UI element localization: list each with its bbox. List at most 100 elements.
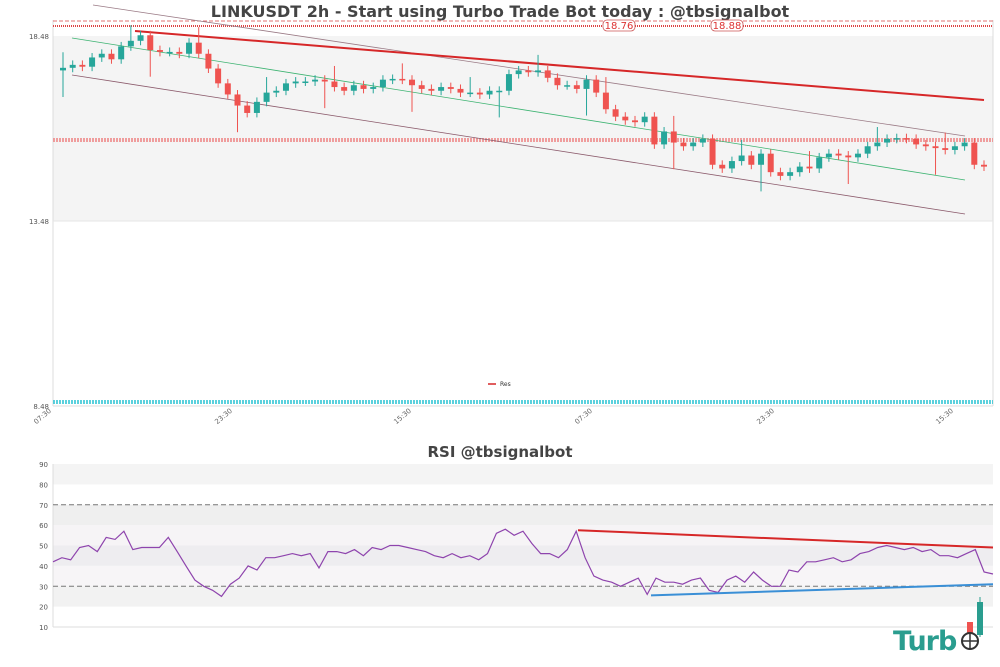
rsi-y-tick: 50 <box>39 543 48 551</box>
rsi-y-tick: 30 <box>39 583 48 591</box>
candle <box>825 153 832 158</box>
candle <box>874 142 881 147</box>
candle <box>389 78 396 81</box>
candle <box>535 70 542 73</box>
candle <box>467 92 474 95</box>
candle <box>816 157 823 169</box>
candle <box>350 85 357 91</box>
candle <box>845 155 852 158</box>
candle <box>292 81 299 84</box>
rsi-y-tick: 20 <box>39 604 48 612</box>
candle <box>758 153 765 165</box>
candle <box>593 79 600 93</box>
candle <box>631 120 638 123</box>
rsi-y-tick: 80 <box>39 481 48 489</box>
x-tick-label: 23:30 <box>213 407 234 426</box>
candle <box>602 92 609 110</box>
candle <box>438 87 445 91</box>
candle <box>186 42 193 54</box>
candle <box>932 146 939 149</box>
y-tick-label: 18.48 <box>29 33 49 41</box>
candle <box>748 155 755 165</box>
candle <box>709 138 716 165</box>
candle <box>903 138 910 140</box>
candle <box>205 53 212 69</box>
rsi-title: RSI @tbsignalbot <box>427 443 573 461</box>
rsi-y-tick: 90 <box>39 461 48 469</box>
y-tick-label: 8.48 <box>33 403 49 411</box>
candle <box>360 85 367 89</box>
candle <box>137 35 144 41</box>
candle <box>922 144 929 147</box>
candle <box>341 87 348 91</box>
candle <box>738 155 745 162</box>
candle <box>699 138 706 143</box>
candle <box>796 166 803 173</box>
candle <box>971 142 978 165</box>
candle <box>176 51 183 54</box>
candle <box>496 90 503 93</box>
candle <box>476 92 483 95</box>
candle <box>79 64 86 67</box>
candle <box>69 64 76 68</box>
candle <box>428 88 435 91</box>
candle <box>418 85 425 89</box>
candle <box>447 87 454 89</box>
candle <box>680 142 687 147</box>
turbo-logo: Turb <box>893 626 957 657</box>
candle <box>690 142 697 147</box>
candle <box>787 172 794 176</box>
candle <box>961 142 968 147</box>
candle <box>244 105 251 113</box>
candle <box>884 138 891 143</box>
candle <box>108 53 115 60</box>
candle <box>806 166 813 169</box>
candle <box>60 67 66 71</box>
candle <box>719 164 726 169</box>
rsi-line <box>52 528 994 598</box>
candle <box>370 87 377 89</box>
x-tick-label: 23:30 <box>755 407 776 426</box>
logo-text: Turb <box>893 626 957 657</box>
candle <box>312 79 319 82</box>
candle <box>544 70 551 78</box>
candle <box>166 51 173 54</box>
candle <box>399 78 406 81</box>
chart-title: LINKUSDT 2h - Start using Turbo Trade Bo… <box>210 2 790 21</box>
candle <box>515 70 522 75</box>
candle <box>147 35 154 51</box>
candle <box>564 85 571 87</box>
candle <box>215 68 222 84</box>
candle <box>951 146 958 150</box>
candle <box>554 77 561 86</box>
candle <box>457 88 464 93</box>
candle <box>525 70 532 73</box>
candle <box>263 92 270 102</box>
candle <box>409 79 416 86</box>
x-tick-label: 07:30 <box>573 407 594 426</box>
candle <box>641 116 648 123</box>
x-tick-label: 15:30 <box>934 407 955 426</box>
candle <box>728 161 735 169</box>
candle <box>854 153 861 158</box>
candle <box>302 81 309 84</box>
candle <box>942 148 949 150</box>
candle <box>331 81 338 88</box>
candle <box>670 131 677 143</box>
rsi-y-tick: 60 <box>39 522 48 530</box>
candle <box>864 146 871 154</box>
candle <box>156 50 163 52</box>
logo-candle-icon <box>961 597 983 650</box>
candle <box>622 116 629 121</box>
candle <box>253 101 260 113</box>
candle <box>379 79 386 88</box>
candle <box>767 153 774 173</box>
candle <box>89 57 96 67</box>
rsi-y-tick: 70 <box>39 502 48 510</box>
candle <box>893 138 900 140</box>
y-tick-label: 13.48 <box>29 218 49 226</box>
candle <box>273 90 280 93</box>
candle <box>573 85 580 89</box>
candle <box>583 79 590 89</box>
